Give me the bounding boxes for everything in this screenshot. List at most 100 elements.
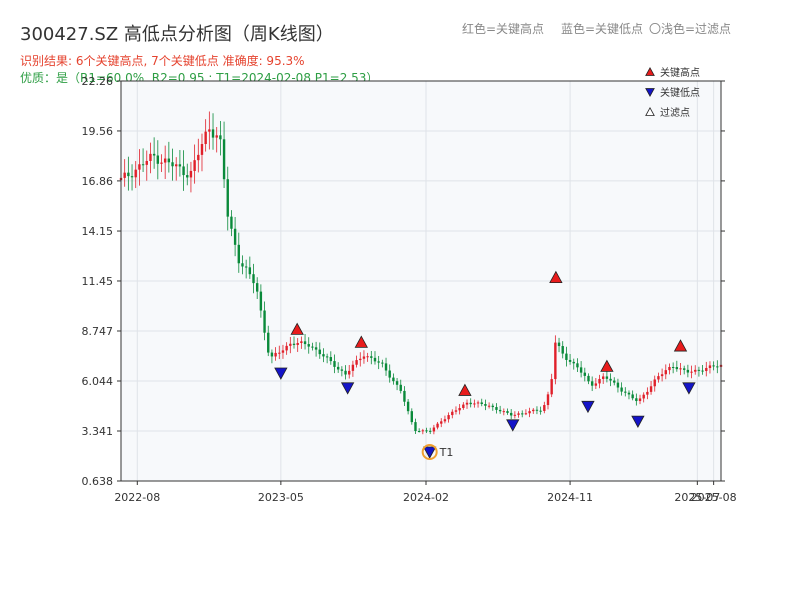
x-tick-label: 2025-07 [674,491,720,504]
candle-up [642,394,645,399]
y-tick-label: 22.26 [82,75,114,88]
candle-up [447,415,450,420]
candle-down [267,332,270,353]
candle-down [425,430,428,432]
candle-down [127,172,130,177]
key-low-marker [423,446,437,459]
key-high-marker [354,335,368,348]
candle-down [311,346,314,348]
x-tick-label: 2022-08 [114,491,160,504]
candles [119,111,723,435]
candle-up [189,170,193,178]
candle-down [230,216,233,229]
candle-down [314,347,318,350]
key-high-marker [290,322,304,335]
candle-up [473,403,476,405]
candle-down [583,372,587,376]
key-low-marker [631,415,645,428]
candle-down [270,352,274,357]
candle-down [701,370,704,372]
candle-up [134,169,137,178]
key-high-marker [458,383,472,396]
result-summary: 识别结果: 6个关键高点, 7个关键低点 准确度: 95.3% [20,54,305,68]
y-tick-label: 3.341 [82,425,114,438]
candle-down [333,361,336,367]
candle-up [532,409,535,412]
candle-up [694,369,697,372]
x-tick-label: 2024-02 [403,491,449,504]
y-tick-label: 16.86 [82,175,114,188]
candle-down [130,176,134,178]
candle-down [561,346,564,354]
candle-down [370,356,373,358]
candle-down [318,349,321,355]
x-tick-label: 2024-11 [547,491,593,504]
candle-up [436,423,439,428]
candle-up [175,164,178,167]
candle-down [219,135,222,140]
candle-down [141,164,145,166]
candle-down [406,401,410,412]
candle-down [587,375,590,382]
candle-down [506,411,509,413]
legend-marker-high [645,66,655,76]
candle-down [211,129,215,138]
candle-up [281,350,285,353]
legend-hint-blue: 蓝色=关键低点 [561,22,644,36]
x-tick-label: 2025-08 [691,491,737,504]
y-tick-label: 0.638 [82,475,114,488]
candle-up [285,345,288,351]
candle-down [392,377,395,382]
candle-up [638,398,642,402]
candle-up [204,131,207,145]
candle-up [454,410,458,412]
candle-up [274,352,277,357]
candle-up [660,374,664,377]
candle-up [197,154,200,161]
candle-down [568,359,572,362]
candle-down [624,391,627,393]
candle-down [484,404,487,406]
candle-up [546,394,550,406]
y-tick-label: 14.15 [82,225,114,238]
candle-down [244,266,248,268]
candle-up [443,419,447,422]
candle-up [679,368,682,370]
y-tick-label: 11.45 [82,275,114,288]
candle-down [521,413,524,415]
candle-down [631,394,634,399]
chart-title: 300427.SZ 高低点分析图（周K线图） [20,24,334,45]
candle-down [579,367,583,373]
t1-label: T1 [439,446,454,459]
candle-up [653,379,656,387]
candle-down [429,430,432,432]
candle-up [465,402,469,405]
candle-down [697,369,701,371]
candle-down [557,342,561,347]
candle-down [712,365,715,367]
candle-down [605,376,609,379]
candle-down [686,369,690,373]
y-tick-label: 19.56 [82,125,114,138]
key-low-marker [506,419,520,432]
candle-up [208,129,211,132]
plot-border [120,80,722,482]
candle-up [513,414,517,416]
candle-up [432,427,436,432]
candle-down [222,139,226,180]
candle-up [528,411,531,414]
candle-up [502,411,506,413]
candle-down [344,370,347,375]
candle-down [635,398,638,402]
candle-down [384,363,388,371]
candle-up [366,356,369,358]
candle-down [590,381,594,386]
candle-up [163,158,167,163]
candle-down [613,380,616,383]
candle-down [233,228,237,245]
legend-label-filtered: 过滤点 [660,106,690,119]
candle-up [550,379,553,395]
candle-down [509,412,513,416]
